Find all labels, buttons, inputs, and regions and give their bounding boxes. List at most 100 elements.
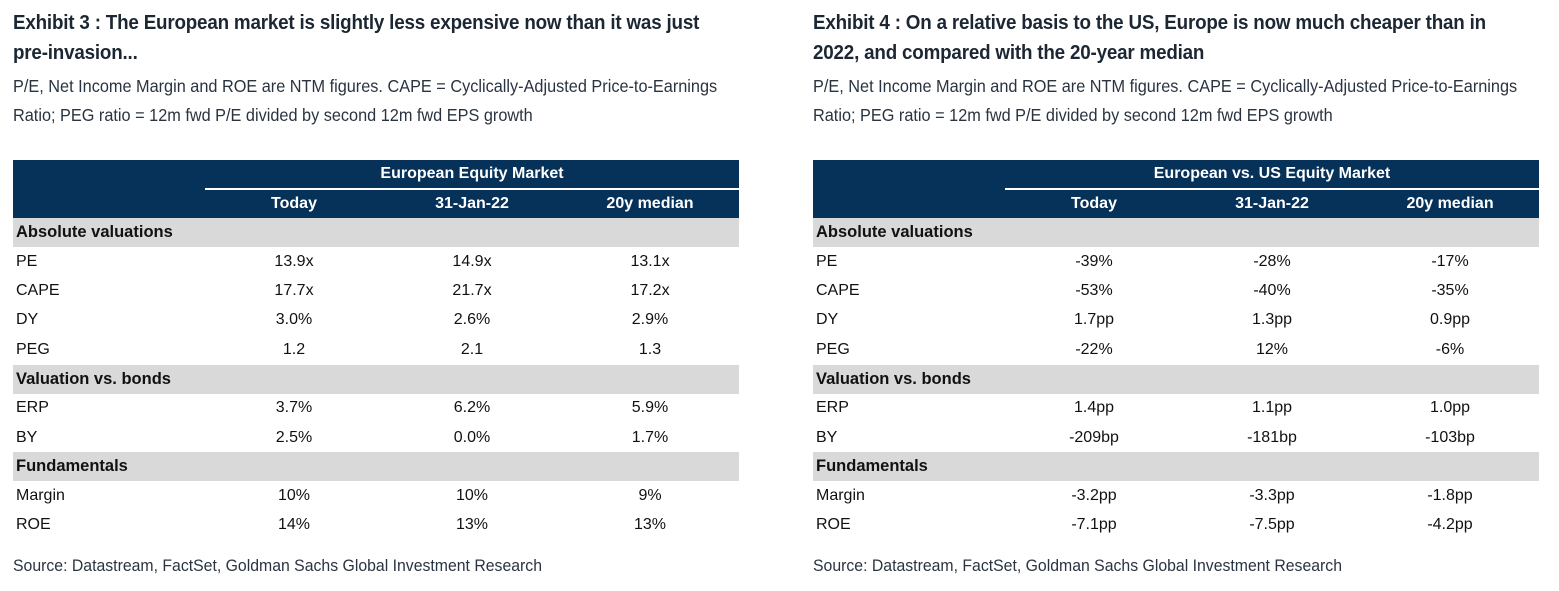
section-label: Valuation vs. bonds [813, 364, 1540, 394]
cell-20y-median: 2.9% [631, 311, 669, 329]
row-label: PE [16, 252, 38, 270]
cell-today: -39% [1075, 252, 1113, 270]
cell-20y-median: 1.7% [631, 428, 669, 446]
cell-31-jan-22: 13% [455, 516, 489, 534]
cell-today: 3.0% [275, 311, 313, 329]
section-row: Valuation vs. bonds [813, 364, 1540, 394]
column-header-today: Today [205, 189, 383, 218]
cell-today: 13.9x [274, 252, 314, 270]
cell-20y-median: 1.3 [638, 340, 662, 358]
exhibit-title: Exhibit 4 : On a relative basis to the U… [813, 12, 1486, 64]
cell-20y-median: 13% [633, 516, 667, 534]
cell-31-jan-22: 2.1 [460, 340, 484, 358]
row-label: DY [816, 311, 839, 329]
cell-today: 3.7% [275, 399, 313, 417]
header-blank-cell [813, 160, 1005, 189]
table-row: DY 3.0% 2.6% 2.9% [13, 306, 739, 335]
section-row: Valuation vs. bonds [13, 364, 740, 394]
section-row: Fundamentals [813, 452, 1540, 482]
row-label: PEG [16, 340, 50, 358]
row-label: Margin [16, 487, 65, 505]
cell-31-jan-22: 2.6% [453, 311, 491, 329]
header-blank-cell [13, 160, 205, 189]
table-row: CAPE -53% -40% -35% [813, 276, 1539, 305]
cell-20y-median: -6% [1435, 340, 1465, 358]
cell-today: 14% [277, 516, 311, 534]
cell-today: 17.7x [274, 282, 314, 300]
section-label: Fundamentals [813, 452, 1540, 482]
section-row: Fundamentals [13, 452, 740, 482]
table-group-header-row: European vs. US Equity Market [813, 160, 1540, 190]
cell-31-jan-22: 10% [455, 487, 489, 505]
column-header-20y-median: 20y median [1361, 189, 1540, 218]
section-row: Absolute valuations [13, 218, 740, 247]
table-column-header-row: Today 31-Jan-22 20y median [13, 189, 740, 218]
cell-31-jan-22: -28% [1253, 252, 1291, 270]
table-row: PEG 1.2 2.1 1.3 [13, 335, 739, 364]
column-header-today: Today [1005, 189, 1183, 218]
cell-31-jan-22: -40% [1253, 282, 1291, 300]
cell-31-jan-22: 1.3pp [1251, 311, 1293, 329]
row-label: ERP [16, 399, 49, 417]
header-blank-cell [813, 189, 1005, 218]
cell-31-jan-22: 21.7x [452, 282, 492, 300]
cell-31-jan-22: -7.5pp [1249, 516, 1295, 534]
section-row: Absolute valuations [813, 218, 1540, 247]
table-row: ROE 14% 13% 13% [13, 511, 739, 540]
row-label: CAPE [16, 282, 60, 300]
row-label: Margin [816, 487, 865, 505]
table-row: PEG -22% 12% -6% [813, 335, 1539, 364]
cell-31-jan-22: 0.0% [453, 428, 491, 446]
cell-31-jan-22: 6.2% [453, 399, 491, 417]
cell-today: 1.4pp [1073, 399, 1115, 417]
cell-today: 2.5% [275, 428, 313, 446]
cell-20y-median: 13.1x [630, 252, 670, 270]
cell-20y-median: 5.9% [631, 399, 669, 417]
cell-20y-median: 9% [638, 487, 662, 505]
cell-today: -3.2pp [1071, 487, 1117, 505]
cell-20y-median: -4.2pp [1427, 516, 1473, 534]
table-row: DY 1.7pp 1.3pp 0.9pp [813, 306, 1539, 335]
row-label: CAPE [816, 282, 860, 300]
table-row: ROE -7.1pp -7.5pp -4.2pp [813, 511, 1539, 540]
table-column-header-row: Today 31-Jan-22 20y median [813, 189, 1540, 218]
cell-20y-median: 0.9pp [1429, 311, 1471, 329]
cell-31-jan-22: 14.9x [452, 252, 492, 270]
table-row: BY -209bp -181bp -103bp [813, 423, 1539, 452]
cell-31-jan-22: -181bp [1247, 428, 1297, 446]
cell-20y-median: -35% [1431, 282, 1469, 300]
table-row: Margin 10% 10% 9% [13, 481, 739, 510]
row-label: PE [816, 252, 838, 270]
table-row: ERP 3.7% 6.2% 5.9% [13, 394, 739, 423]
exhibit-subtitle: P/E, Net Income Margin and ROE are NTM f… [813, 76, 1518, 125]
cell-today: 10% [277, 487, 311, 505]
section-label: Absolute valuations [813, 218, 1540, 247]
table-row: PE -39% -28% -17% [813, 247, 1539, 276]
table-group-header-row: European Equity Market [13, 160, 740, 190]
row-label: BY [16, 428, 38, 446]
cell-31-jan-22: -3.3pp [1249, 487, 1295, 505]
column-header-20y-median: 20y median [561, 189, 740, 218]
cell-20y-median: 1.0pp [1429, 399, 1471, 417]
cell-today: -7.1pp [1071, 516, 1117, 534]
section-label: Fundamentals [13, 452, 740, 482]
cell-today: 1.7pp [1073, 311, 1115, 329]
column-header-31-jan-22: 31-Jan-22 [1183, 189, 1361, 218]
valuation-table: European vs. US Equity Market Today 31-J… [813, 160, 1540, 540]
table-row: ERP 1.4pp 1.1pp 1.0pp [813, 394, 1539, 423]
table-row: BY 2.5% 0.0% 1.7% [13, 423, 739, 452]
cell-31-jan-22: 1.1pp [1251, 399, 1293, 417]
exhibit-subtitle: P/E, Net Income Margin and ROE are NTM f… [13, 76, 718, 125]
cell-today: -53% [1075, 282, 1113, 300]
cell-20y-median: -17% [1431, 252, 1469, 270]
row-label: DY [16, 311, 39, 329]
table-row: PE 13.9x 14.9x 13.1x [13, 247, 739, 276]
header-blank-cell [13, 189, 205, 218]
source-note: Source: Datastream, FactSet, Goldman Sac… [813, 556, 1342, 575]
source-note: Source: Datastream, FactSet, Goldman Sac… [13, 556, 542, 575]
row-label: ROE [16, 516, 51, 534]
cell-20y-median: -103bp [1425, 428, 1475, 446]
row-label: BY [816, 428, 838, 446]
section-label: Valuation vs. bonds [13, 364, 740, 394]
row-label: PEG [816, 340, 850, 358]
